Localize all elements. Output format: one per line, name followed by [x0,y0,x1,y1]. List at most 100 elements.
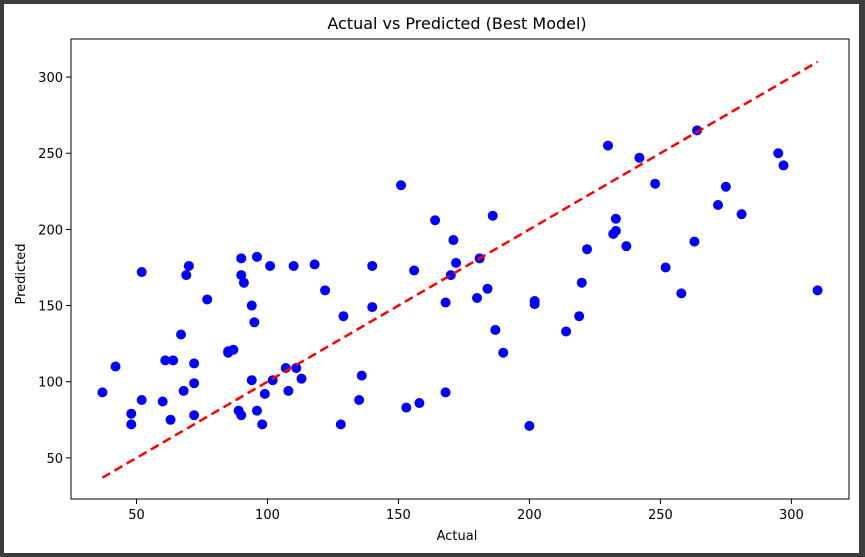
data-point [736,209,747,220]
data-point [576,277,587,288]
data-point [183,260,194,271]
data-point [181,270,192,281]
x-axis: 50 100 150 200 250 300 [128,499,804,523]
data-point [338,311,349,322]
data-point [176,329,187,340]
data-point [603,140,614,151]
data-point [160,355,171,366]
x-tick-label: 50 [128,508,145,523]
data-point [610,225,621,236]
data-point [257,419,268,430]
y-axis-label: Predicted [14,243,29,304]
data-point [713,200,724,211]
data-point [529,295,540,306]
data-point [778,160,789,171]
data-point [110,361,121,372]
data-point [236,410,247,421]
data-point [650,178,661,189]
y-axis: 50 100 150 200 250 300 [38,71,71,467]
data-point [812,285,823,296]
data-point [448,235,459,246]
data-point [236,253,247,264]
data-point [265,260,276,271]
data-point [126,408,137,419]
data-point [720,181,731,192]
data-point [472,292,483,303]
data-point [288,260,299,271]
data-point [574,311,585,322]
data-point [498,347,509,358]
data-point [236,270,247,281]
x-tick-label: 250 [648,508,673,523]
data-point [561,326,572,337]
reference-line [101,60,819,479]
data-point [773,148,784,159]
data-point [165,414,176,425]
data-point [487,210,498,221]
data-point [676,288,687,299]
data-point [401,402,412,413]
data-point [97,387,108,398]
chart-title: Actual vs Predicted (Best Model) [327,14,586,33]
data-point [445,270,456,281]
data-point [126,419,137,430]
data-point [660,262,671,273]
data-point [440,387,451,398]
y-tick-label: 150 [38,300,63,315]
data-point [490,324,501,335]
data-point [335,419,346,430]
y-tick-label: 200 [38,223,63,238]
data-point [189,378,200,389]
data-point [482,283,493,294]
data-points [97,125,823,431]
data-point [430,215,441,226]
data-point [202,294,213,305]
data-point [409,265,420,276]
x-axis-label: Actual [437,529,478,544]
data-point [283,385,294,396]
data-point [367,302,378,313]
x-tick-label: 150 [386,508,411,523]
data-point [189,410,200,421]
data-point [157,396,168,407]
data-point [259,388,270,399]
data-point [451,257,462,268]
x-tick-label: 100 [255,508,280,523]
data-point [582,244,593,255]
data-point [320,285,331,296]
data-point [251,251,262,262]
data-point [610,213,621,224]
plot-area-frame [70,38,850,500]
y-tick-label: 100 [38,376,63,391]
data-point [634,152,645,163]
data-point [168,355,179,366]
data-point [396,180,407,191]
data-point [246,300,257,311]
data-point [136,267,147,278]
data-point [238,277,249,288]
data-point [354,394,365,405]
data-point [309,259,320,270]
data-point [136,394,147,405]
scatter-plot: Actual vs Predicted (Best Model) 50 100 15… [14,14,850,544]
data-point [367,260,378,271]
data-point [291,363,302,374]
data-point [414,398,425,409]
data-point [246,375,257,386]
x-tick-label: 200 [517,508,542,523]
data-point [178,385,189,396]
y-tick-label: 300 [38,71,63,86]
data-point [228,344,239,355]
data-point [251,405,262,416]
data-point [356,370,367,381]
data-point [621,241,632,252]
data-point [296,373,307,384]
data-point [189,358,200,369]
data-point [524,420,535,431]
data-point [692,125,703,136]
y-tick-label: 250 [38,147,63,162]
data-point [689,236,700,247]
reference-line-group [101,60,819,479]
data-point [440,297,451,308]
x-tick-label: 300 [779,508,804,523]
